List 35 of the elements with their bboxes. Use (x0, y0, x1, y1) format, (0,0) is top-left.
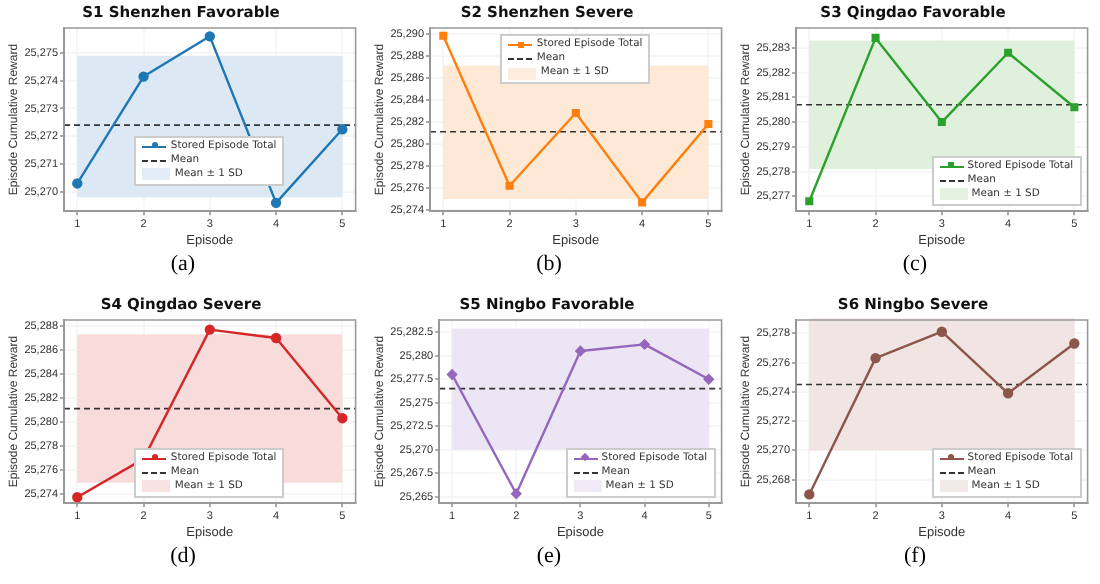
point (204, 324, 216, 335)
point (937, 118, 946, 127)
point (511, 488, 522, 500)
text: (c) (900, 252, 930, 276)
point (805, 197, 814, 206)
point (639, 339, 650, 350)
text: (b) (534, 252, 564, 276)
point (1004, 48, 1013, 57)
text: (f) (902, 544, 928, 568)
point (638, 198, 647, 207)
point (871, 33, 880, 42)
point (337, 124, 348, 135)
text: (a) (168, 252, 198, 276)
point (1002, 388, 1014, 399)
point (446, 369, 458, 380)
point (505, 181, 514, 190)
point (703, 373, 714, 385)
point (575, 345, 586, 357)
point (704, 119, 713, 129)
point (204, 31, 216, 42)
point (72, 492, 83, 503)
point (72, 178, 83, 189)
point (870, 352, 881, 364)
point (439, 31, 448, 40)
point (936, 326, 948, 337)
point (1070, 103, 1079, 112)
point (337, 412, 348, 424)
text: (d) (168, 544, 198, 568)
point (1069, 338, 1080, 349)
point (270, 197, 282, 209)
point (804, 489, 815, 500)
point (571, 108, 580, 118)
point (270, 332, 282, 344)
text: (e) (534, 544, 564, 568)
point (138, 71, 149, 82)
